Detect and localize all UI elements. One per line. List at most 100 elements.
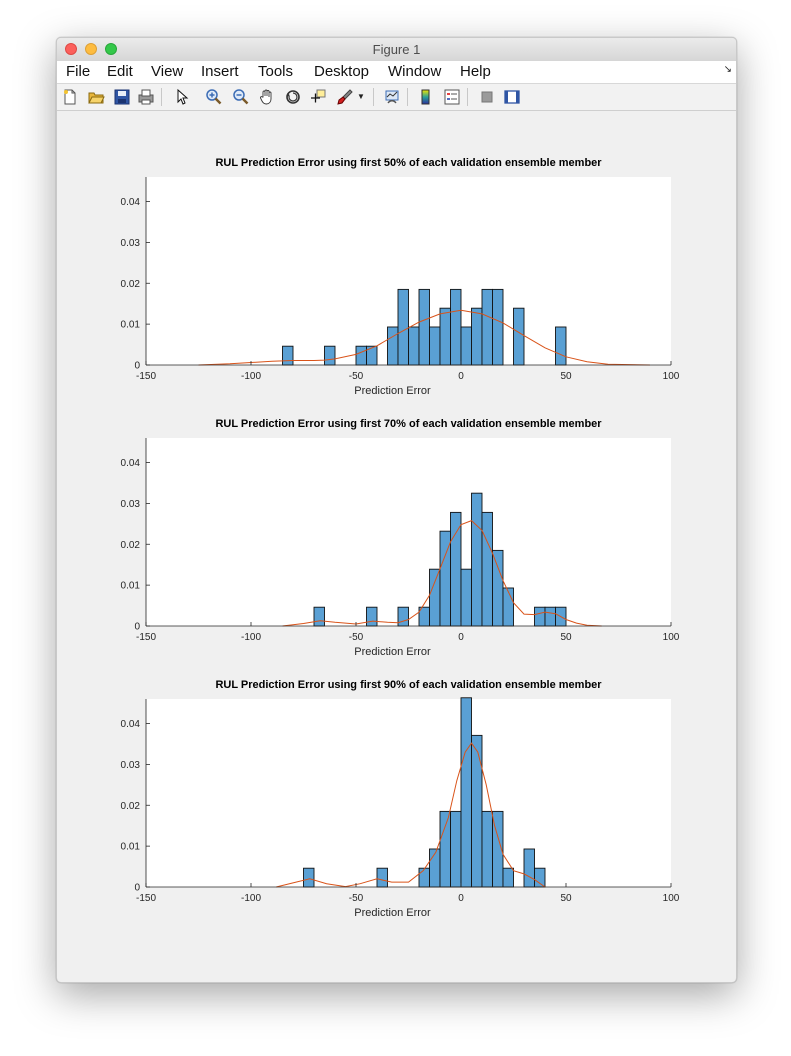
axes-background (146, 438, 671, 626)
menu-desktop[interactable]: Desktop (314, 63, 370, 80)
histogram-bar (397, 606, 409, 627)
chart-title: RUL Prediction Error using first 50% of … (215, 157, 602, 169)
pan-hand-icon[interactable] (258, 88, 276, 106)
histogram-axes-2[interactable]: RUL Prediction Error using first 70% of … (121, 418, 680, 658)
histogram-bar (429, 568, 441, 627)
maximize-window-button[interactable] (105, 43, 117, 55)
menu-insert[interactable]: Insert (201, 63, 239, 80)
y-tick-label: 0.02 (121, 801, 141, 812)
menu-file[interactable]: File (66, 63, 91, 80)
hide-plot-tools-icon[interactable] (478, 88, 496, 106)
y-tick-label: 0.04 (121, 197, 141, 208)
y-tick-label: 0 (134, 883, 140, 894)
y-tick-label: 0.04 (121, 458, 141, 469)
density-curve (198, 309, 651, 366)
histogram-bar (471, 307, 483, 366)
histogram-bar (555, 326, 567, 366)
new-figure-icon[interactable] (61, 88, 79, 106)
open-file-icon[interactable] (87, 88, 105, 106)
histogram-axes-1[interactable]: RUL Prediction Error using first 50% of … (121, 157, 680, 397)
histogram-bar (418, 288, 430, 366)
x-tick-label: -100 (241, 893, 261, 904)
histogram-bar (450, 288, 462, 366)
histogram-bar (376, 867, 388, 888)
rotate-3d-icon[interactable] (284, 88, 302, 106)
histogram-bar (303, 867, 315, 888)
toolbar-separator (373, 88, 374, 106)
window-title: Figure 1 (372, 42, 421, 57)
x-tick-label: -100 (241, 371, 261, 382)
link-plot-icon[interactable] (383, 88, 401, 106)
histogram-bar (502, 587, 514, 627)
density-curve (282, 520, 602, 627)
dock-figure-icon[interactable]: ↘ (723, 64, 732, 75)
menu-tools[interactable]: Tools (258, 63, 294, 80)
figure-canvas: RUL Prediction Error using first 50% of … (57, 111, 736, 982)
colorbar-icon[interactable] (417, 88, 435, 106)
y-tick-label: 0 (134, 622, 140, 633)
x-axis-label: Prediction Error (354, 907, 431, 919)
histogram-bar (471, 734, 483, 888)
figure-window: Figure 1 File Edit View Insert Tools Des… (56, 37, 737, 983)
menu-view[interactable]: View (151, 63, 184, 80)
legend-icon[interactable] (443, 88, 461, 106)
histogram-bar (450, 511, 462, 627)
x-axis-label: Prediction Error (354, 385, 431, 397)
histogram-bar (492, 549, 504, 627)
histogram-bar (481, 511, 493, 627)
histogram-bar (523, 848, 535, 888)
x-tick-label: 100 (663, 371, 680, 382)
toolbar-separator (467, 88, 468, 106)
data-cursor-icon[interactable] (309, 88, 327, 106)
y-tick-label: 0 (134, 361, 140, 372)
close-window-button[interactable] (65, 43, 77, 55)
menu-edit[interactable]: Edit (107, 63, 133, 80)
minimize-window-button[interactable] (85, 43, 97, 55)
histogram-bar (366, 606, 378, 627)
x-tick-label: -150 (136, 371, 156, 382)
y-tick-label: 0.02 (121, 279, 141, 290)
figure-toolbar: ▼ (57, 84, 736, 111)
chart-title: RUL Prediction Error using first 90% of … (215, 679, 602, 691)
histogram-bar (313, 606, 325, 627)
histogram-axes-3[interactable]: RUL Prediction Error using first 90% of … (121, 679, 680, 919)
histogram-bar (429, 326, 441, 366)
x-tick-label: 0 (458, 632, 464, 643)
show-plot-tools-icon[interactable] (503, 88, 521, 106)
title-bar[interactable]: Figure 1 (57, 38, 736, 62)
y-tick-label: 0.01 (121, 320, 141, 331)
toolbar-separator (161, 88, 162, 106)
plot-area: RUL Prediction Error using first 50% of … (121, 157, 680, 919)
menu-window[interactable]: Window (388, 63, 442, 80)
x-tick-label: 100 (663, 893, 680, 904)
histogram-bar (418, 867, 430, 888)
toolbar-separator (407, 88, 408, 106)
brush-dropdown-icon[interactable]: ▼ (357, 92, 365, 101)
x-tick-label: -150 (136, 893, 156, 904)
print-icon[interactable] (137, 88, 155, 106)
x-tick-label: -50 (349, 632, 364, 643)
brush-icon[interactable] (336, 88, 354, 106)
histogram-bar (282, 345, 294, 366)
x-tick-label: -150 (136, 632, 156, 643)
histogram-bar (450, 810, 462, 888)
zoom-out-icon[interactable] (232, 88, 250, 106)
pointer-icon[interactable] (172, 88, 190, 106)
x-tick-label: 50 (560, 893, 572, 904)
y-tick-label: 0.03 (121, 499, 141, 510)
y-tick-label: 0.04 (121, 719, 141, 730)
histogram-bar (534, 606, 546, 627)
menu-help[interactable]: Help (460, 63, 491, 80)
histogram-bar (460, 568, 472, 627)
histogram-bar (544, 606, 556, 627)
histogram-bar (408, 326, 420, 366)
histogram-bar (460, 697, 472, 888)
x-tick-label: -100 (241, 632, 261, 643)
save-icon[interactable] (113, 88, 131, 106)
zoom-in-icon[interactable] (205, 88, 223, 106)
y-tick-label: 0.03 (121, 760, 141, 771)
histogram-bar (492, 288, 504, 366)
x-tick-label: 0 (458, 893, 464, 904)
histogram-bar (481, 288, 493, 366)
x-axis-label: Prediction Error (354, 646, 431, 658)
